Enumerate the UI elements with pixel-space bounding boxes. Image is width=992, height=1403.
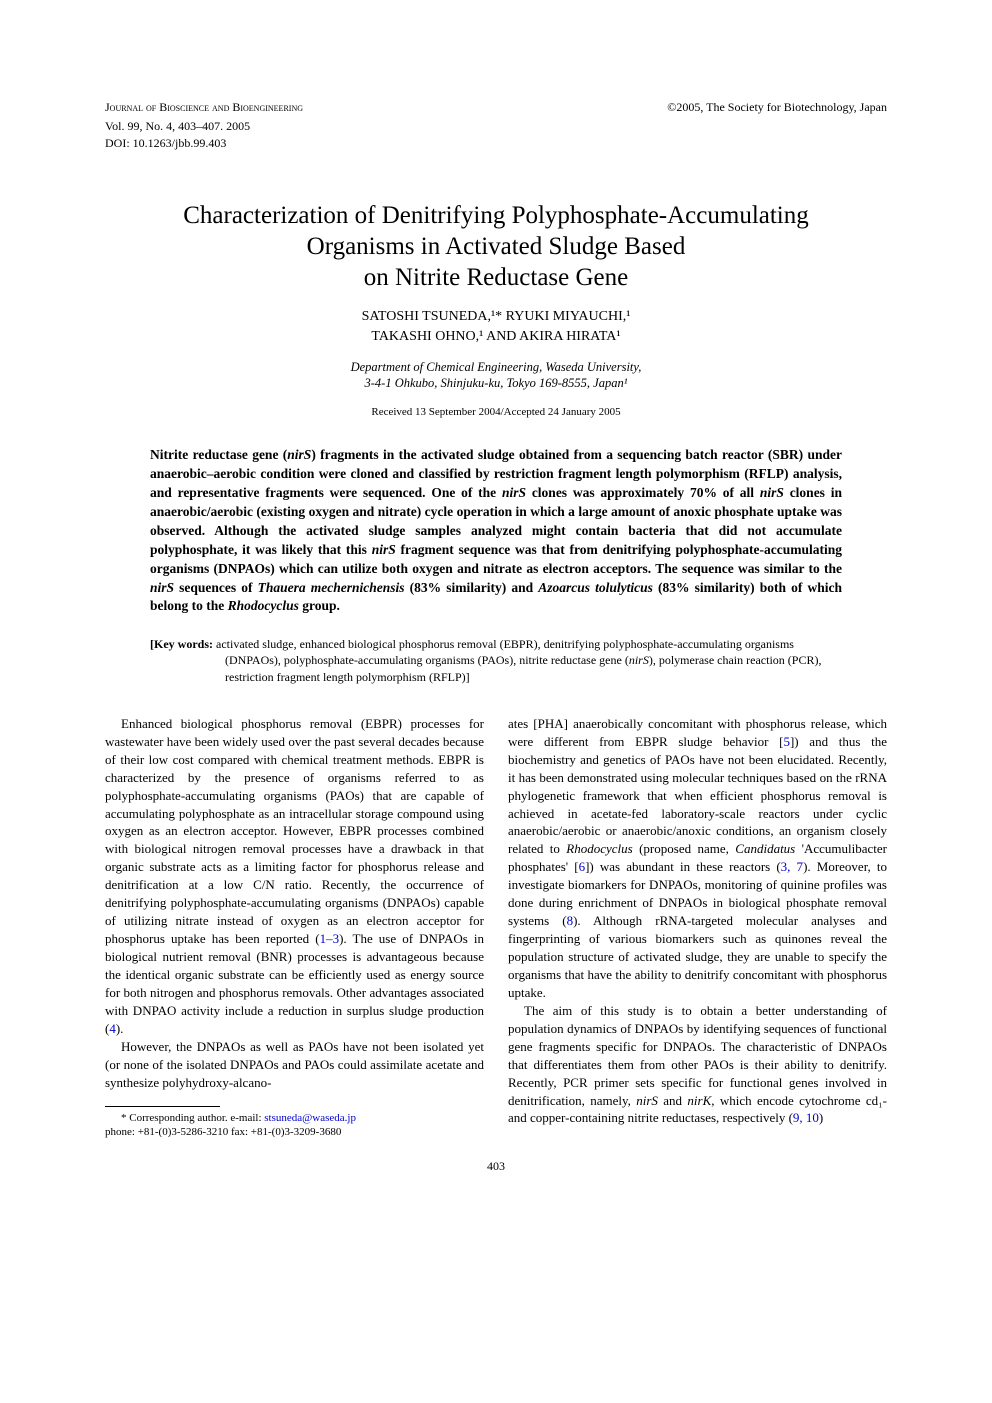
header-row: Journal of Bioscience and Bioengineering… <box>105 100 887 115</box>
doi-line: DOI: 10.1263/jbb.99.403 <box>105 135 887 152</box>
copyright: ©2005, The Society for Biotechnology, Ja… <box>667 100 887 115</box>
ref-link[interactable]: 1–3 <box>320 931 340 946</box>
article-title: Characterization of Denitrifying Polypho… <box>105 200 887 294</box>
volume-line: Vol. 99, No. 4, 403–407. 2005 <box>105 118 887 135</box>
footnote-separator <box>105 1106 220 1107</box>
email-link[interactable]: stsuneda@waseda.jp <box>264 1112 356 1124</box>
right-column: ates [PHA] anaerobically concomitant wit… <box>508 715 887 1139</box>
journal-name: Journal of Bioscience and Bioengineering <box>105 100 303 115</box>
footnote: * Corresponding author. e-mail: stsuneda… <box>105 1111 484 1140</box>
body-paragraph: However, the DNPAOs as well as PAOs have… <box>105 1038 484 1092</box>
body-paragraph: Enhanced biological phosphorus removal (… <box>105 715 484 1038</box>
keywords: [Key words: activated sludge, enhanced b… <box>150 636 842 685</box>
body-paragraph: The aim of this study is to obtain a bet… <box>508 1002 887 1128</box>
affiliation: Department of Chemical Engineering, Wase… <box>105 359 887 393</box>
body-paragraph: ates [PHA] anaerobically concomitant wit… <box>508 715 887 1002</box>
ref-link[interactable]: 9, 10 <box>793 1110 819 1125</box>
dates: Received 13 September 2004/Accepted 24 J… <box>105 406 887 418</box>
left-column: Enhanced biological phosphorus removal (… <box>105 715 484 1139</box>
page-number: 403 <box>105 1159 887 1174</box>
body-columns: Enhanced biological phosphorus removal (… <box>105 715 887 1139</box>
authors: SATOSHI TSUNEDA,¹* RYUKI MIYAUCHI,¹ TAKA… <box>105 307 887 346</box>
ref-link[interactable]: 3, 7 <box>781 859 803 874</box>
abstract: Nitrite reductase gene (nirS) fragments … <box>150 446 842 616</box>
